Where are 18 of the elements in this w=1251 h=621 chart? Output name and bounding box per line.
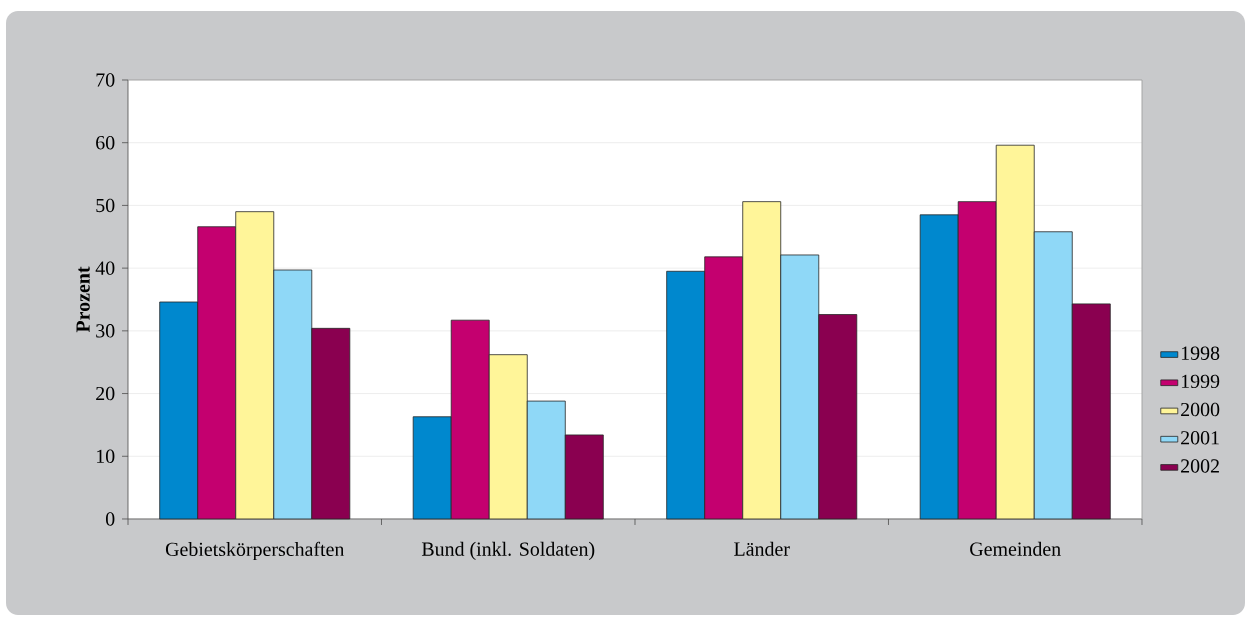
legend-label: 1998: [1181, 346, 1220, 360]
y-tick-label: 70: [96, 73, 115, 87]
y-tick-label: 0: [105, 512, 115, 526]
x-tick-label: Bund (inkl. Soldaten): [421, 541, 595, 560]
legend-label: 2001: [1181, 431, 1219, 445]
y-axis-title: Prozent: [76, 266, 90, 333]
y-tick-label: 20: [96, 386, 115, 401]
legend-label: 1999: [1181, 374, 1220, 389]
y-tick-label: 50: [96, 198, 115, 213]
x-tick-label: Gebietskörperschaften: [165, 541, 345, 561]
y-tick-label: 10: [96, 449, 115, 463]
y-tick-label: 60: [96, 135, 115, 150]
y-tick-label: 30: [96, 324, 115, 338]
legend-label: 2002: [1181, 459, 1219, 473]
y-tick-label: 40: [95, 261, 115, 275]
x-tick-label: Länder: [734, 541, 790, 556]
legend-label: 2000: [1181, 402, 1220, 417]
x-tick-label: Gemeinden: [970, 541, 1061, 556]
